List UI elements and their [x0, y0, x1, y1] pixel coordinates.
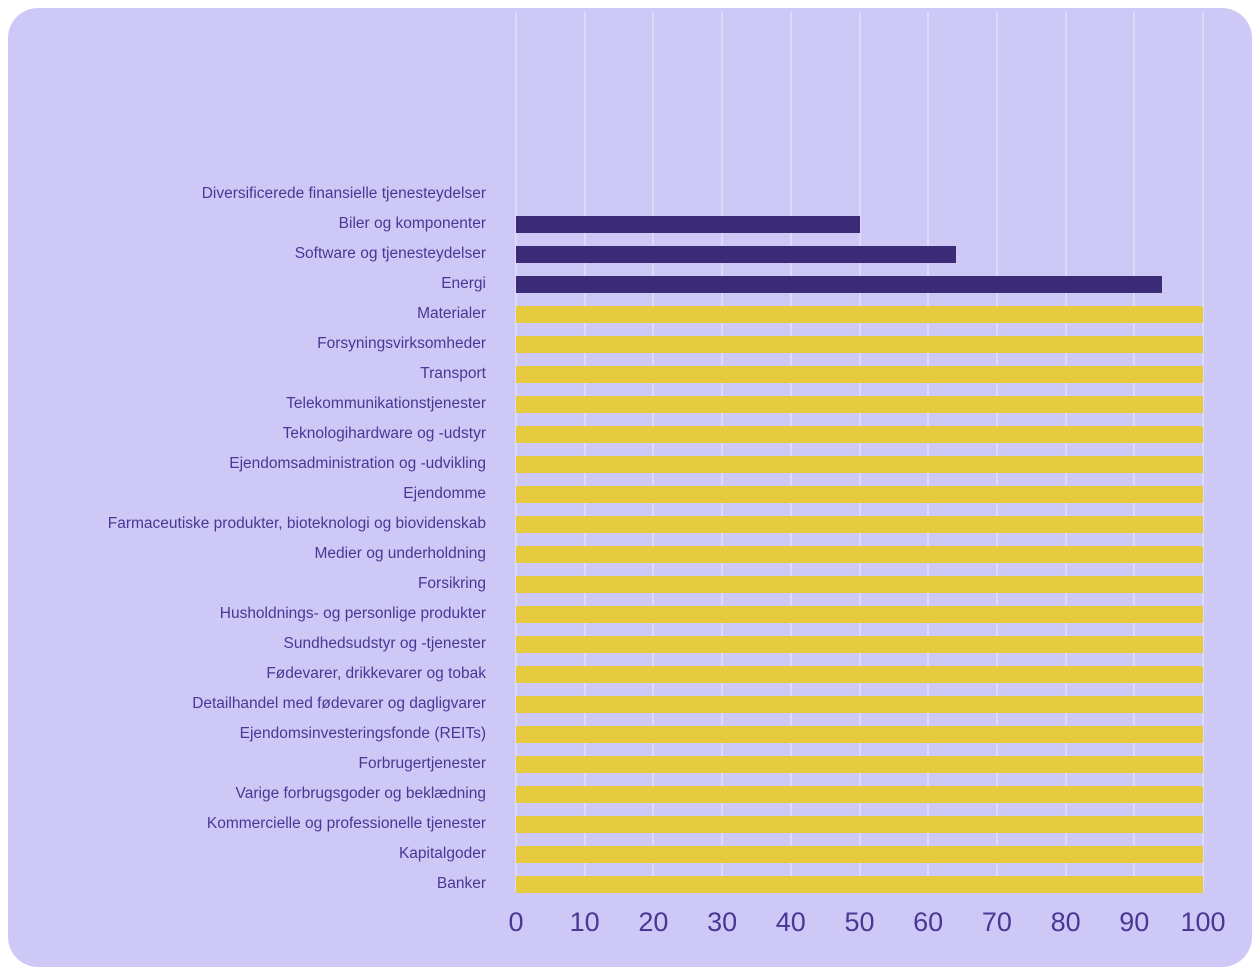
category-label: Kommercielle og professionelle tjenester — [206, 815, 486, 832]
chart-row: Transport — [8, 359, 1252, 389]
x-tick-label: 50 — [844, 907, 875, 937]
bar — [516, 815, 1203, 833]
chart-row: Kapitalgoder — [8, 839, 1252, 869]
bar — [516, 875, 1203, 893]
bar — [516, 365, 1203, 383]
category-label: Diversificerede finansielle tjenesteydel… — [201, 185, 486, 202]
chart-row: Forsikring — [8, 569, 1252, 599]
category-label: Sundhedsudstyr og -tjenester — [283, 635, 486, 652]
gridline — [995, 12, 998, 892]
chart-row: Husholdnings- og personlige produkter — [8, 599, 1252, 629]
chart-row: Medier og underholdning — [8, 539, 1252, 569]
bar — [516, 275, 1162, 293]
category-label: Detailhandel med fødevarer og dagligvare… — [192, 695, 486, 712]
gridline — [927, 12, 930, 892]
chart-row: Energi — [8, 269, 1252, 299]
bar — [516, 335, 1203, 353]
category-label: Materialer — [417, 305, 486, 322]
category-label: Transport — [420, 365, 486, 382]
chart-row: Fødevarer, drikkevarer og tobak — [8, 659, 1252, 689]
bar — [516, 665, 1203, 683]
bar — [516, 485, 1203, 503]
bar — [516, 845, 1203, 863]
chart-row: Telekommunikationstjenester — [8, 389, 1252, 419]
bar — [516, 425, 1203, 443]
gridline — [583, 12, 586, 892]
chart-row: Ejendomme — [8, 479, 1252, 509]
category-label: Software og tjenesteydelser — [294, 245, 486, 262]
category-label: Forsyningsvirksomheder — [317, 335, 486, 352]
x-tick-label: 60 — [913, 907, 944, 937]
gridline — [1133, 12, 1136, 892]
chart-row: Materialer — [8, 299, 1252, 329]
category-label: Forsikring — [417, 575, 486, 592]
bar — [516, 215, 860, 233]
chart-row: Banker — [8, 869, 1252, 899]
chart-row: Kommercielle og professionelle tjenester — [8, 809, 1252, 839]
category-label: Ejendomsadministration og -udvikling — [229, 455, 486, 472]
chart-row: Forsyningsvirksomheder — [8, 329, 1252, 359]
bar — [516, 605, 1203, 623]
bar — [516, 455, 1203, 473]
gridline — [858, 12, 861, 892]
chart-row: Software og tjenesteydelser — [8, 239, 1252, 269]
category-label: Husholdnings- og personlige produkter — [219, 605, 486, 622]
bar — [516, 695, 1203, 713]
gridline — [1064, 12, 1067, 892]
chart-row: Biler og komponenter — [8, 209, 1252, 239]
gridline — [515, 12, 517, 892]
chart-row: Farmaceutiske produkter, bioteknologi og… — [8, 509, 1252, 539]
category-label: Ejendomsinvesteringsfonde (REITs) — [239, 725, 486, 742]
x-tick-label: 40 — [775, 907, 806, 937]
x-tick-label: 30 — [707, 907, 738, 937]
bar — [516, 245, 956, 263]
category-label: Telekommunikationstjenester — [286, 395, 486, 412]
bar — [516, 305, 1203, 323]
x-tick-label: 10 — [569, 907, 600, 937]
bar — [516, 635, 1203, 653]
category-label: Biler og komponenter — [338, 215, 486, 232]
category-label: Ejendomme — [403, 485, 486, 502]
category-label: Teknologihardware og -udstyr — [282, 425, 486, 442]
category-label: Fødevarer, drikkevarer og tobak — [266, 665, 486, 682]
x-tick-label: 20 — [638, 907, 669, 937]
category-label: Kapitalgoder — [398, 845, 486, 862]
chart-card: Diversificerede finansielle tjenesteydel… — [8, 8, 1252, 967]
bar — [516, 755, 1203, 773]
category-label: Forbrugertjenester — [358, 755, 486, 772]
chart-row: Detailhandel med fødevarer og dagligvare… — [8, 689, 1252, 719]
chart-row: Ejendomsadministration og -udvikling — [8, 449, 1252, 479]
category-label: Medier og underholdning — [314, 545, 486, 562]
x-tick-label: 90 — [1119, 907, 1150, 937]
category-label: Farmaceutiske produkter, bioteknologi og… — [107, 515, 486, 532]
x-tick-label: 70 — [981, 907, 1012, 937]
bar — [516, 575, 1203, 593]
x-tick-label: 0 — [508, 907, 524, 937]
x-tick-label: 80 — [1050, 907, 1081, 937]
category-label: Varige forbrugsgoder og beklædning — [235, 785, 486, 802]
category-label: Banker — [436, 875, 486, 892]
bar — [516, 725, 1203, 743]
gridline — [789, 12, 792, 892]
bar — [516, 515, 1203, 533]
chart-row: Forbrugertjenester — [8, 749, 1252, 779]
gridline — [652, 12, 655, 892]
chart-row: Varige forbrugsgoder og beklædning — [8, 779, 1252, 809]
bar — [516, 395, 1203, 413]
chart-row: Sundhedsudstyr og -tjenester — [8, 629, 1252, 659]
gridline — [1202, 12, 1204, 892]
gridline — [721, 12, 724, 892]
category-label: Energi — [441, 275, 486, 292]
chart-row: Diversificerede finansielle tjenesteydel… — [8, 179, 1252, 209]
chart-row: Teknologihardware og -udstyr — [8, 419, 1252, 449]
bar — [516, 545, 1203, 563]
x-tick-label: 100 — [1180, 907, 1226, 937]
chart-row: Ejendomsinvesteringsfonde (REITs) — [8, 719, 1252, 749]
bar — [516, 785, 1203, 803]
